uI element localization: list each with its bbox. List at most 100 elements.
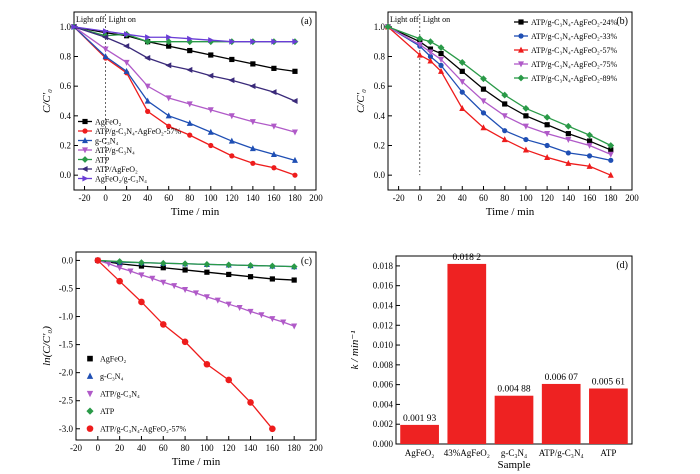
x-tick-label: 200 xyxy=(309,193,323,203)
legend-swatch-marker xyxy=(86,390,94,398)
data-point xyxy=(271,65,277,71)
data-point xyxy=(186,101,193,108)
x-tick-label: 43%AgFeO₂ xyxy=(444,448,490,458)
plot-frame xyxy=(75,251,317,441)
data-point xyxy=(165,38,173,46)
data-point xyxy=(438,56,445,63)
data-point xyxy=(459,89,465,95)
data-point xyxy=(225,301,232,308)
fit-line xyxy=(97,259,295,268)
data-point xyxy=(236,304,243,311)
legend-entry: ATP/g-C₃N₄-AgFeO₂-75% xyxy=(531,60,617,69)
data-point xyxy=(437,44,445,51)
data-point xyxy=(203,260,211,268)
data-point xyxy=(522,105,530,112)
data-point xyxy=(586,131,593,139)
x-tick-label: 200 xyxy=(309,443,323,453)
y-tick-label: 0.002 xyxy=(373,419,393,429)
x-tick-label: -20 xyxy=(70,443,82,453)
y-tick-label: -2.0 xyxy=(59,368,74,378)
data-point xyxy=(269,276,275,282)
data-point xyxy=(607,171,614,178)
x-tick-label: 100 xyxy=(519,193,533,203)
data-point xyxy=(116,277,123,285)
data-point xyxy=(225,376,233,384)
x-tick-label: 180 xyxy=(604,193,618,203)
data-point xyxy=(427,38,434,46)
x-tick-label: 20 xyxy=(115,443,125,453)
data-point xyxy=(501,113,508,120)
data-point xyxy=(291,156,298,163)
bar xyxy=(541,383,581,444)
x-tick-label: 140 xyxy=(562,193,576,203)
y-tick-label: -1.5 xyxy=(59,340,74,350)
x-tick-label: 80 xyxy=(500,193,510,203)
y-tick-label: 0.8 xyxy=(60,52,72,62)
x-axis-label: Time / min xyxy=(486,206,535,218)
y-tick-label: -0.5 xyxy=(59,283,74,293)
panel-label: (c) xyxy=(301,256,312,267)
data-point xyxy=(480,75,487,83)
x-tick-label: 180 xyxy=(288,193,302,203)
data-point xyxy=(160,279,167,286)
data-point xyxy=(207,72,214,79)
panel-d: 0.000 0.002 0.004 0.006 0.008 0.010 0.012 0.014… xyxy=(349,253,633,471)
series-3 xyxy=(71,24,298,136)
y-axis-label: k / min⁻¹ xyxy=(349,330,361,369)
y-axis-label: C/C′₀ xyxy=(355,89,367,113)
legend-entry: ATP/g-C₃N₄-AgFeO₂-57% xyxy=(531,46,617,55)
data-point xyxy=(480,86,487,92)
data-point xyxy=(166,123,172,129)
x-tick-label: 40 xyxy=(137,443,147,453)
series-3 xyxy=(94,257,298,270)
y-tick-label: 0.0 xyxy=(60,170,72,180)
data-point xyxy=(102,28,109,35)
bar xyxy=(494,395,534,444)
legend-swatch-marker xyxy=(518,61,524,68)
data-point xyxy=(565,131,571,137)
data-point xyxy=(123,59,130,66)
x-tick-label: 0 xyxy=(418,193,423,203)
data-point xyxy=(203,294,210,301)
data-point xyxy=(543,113,551,121)
series-2 xyxy=(385,23,614,178)
data-point xyxy=(228,113,235,120)
data-point xyxy=(138,259,145,267)
data-point xyxy=(138,272,145,279)
x-tick-label: 100 xyxy=(204,193,218,203)
light-off-label: Light off xyxy=(76,15,105,24)
y-tick-label: 0.016 xyxy=(373,281,394,291)
data-point xyxy=(165,95,172,102)
legend-swatch-marker xyxy=(86,372,94,379)
data-point xyxy=(269,316,276,323)
data-point xyxy=(291,323,298,330)
plot-frame xyxy=(387,11,633,191)
y-tick-label: 0.012 xyxy=(373,320,393,330)
x-tick-label: ATP/g-C₃N₄ xyxy=(539,448,584,458)
data-point xyxy=(116,258,124,265)
data-point xyxy=(564,122,572,130)
data-point xyxy=(228,137,235,144)
legend-entry: ATP xyxy=(95,156,110,165)
x-tick-label: 60 xyxy=(159,443,169,453)
bar xyxy=(589,388,628,444)
data-point xyxy=(271,165,277,171)
data-point xyxy=(427,49,434,56)
data-point xyxy=(480,124,487,131)
legend-swatch-marker xyxy=(517,74,525,82)
data-point xyxy=(501,91,509,99)
data-point xyxy=(586,142,593,149)
data-point xyxy=(94,257,102,264)
data-point xyxy=(123,67,130,74)
bar-value-label: 0.004 88 xyxy=(497,385,531,395)
data-point xyxy=(269,425,276,433)
x-tick-label: g-C₃N₄ xyxy=(501,448,527,458)
light-on-label: Light on xyxy=(423,15,450,24)
light-off-label: Light off xyxy=(390,15,419,24)
legend-swatch-marker xyxy=(518,46,524,53)
data-point xyxy=(565,136,572,143)
data-point xyxy=(214,297,221,304)
data-point xyxy=(207,107,214,114)
legend-entry: ATP/g-C₃N₄-AgFeO₂-24% xyxy=(531,18,617,27)
data-point xyxy=(166,34,173,41)
